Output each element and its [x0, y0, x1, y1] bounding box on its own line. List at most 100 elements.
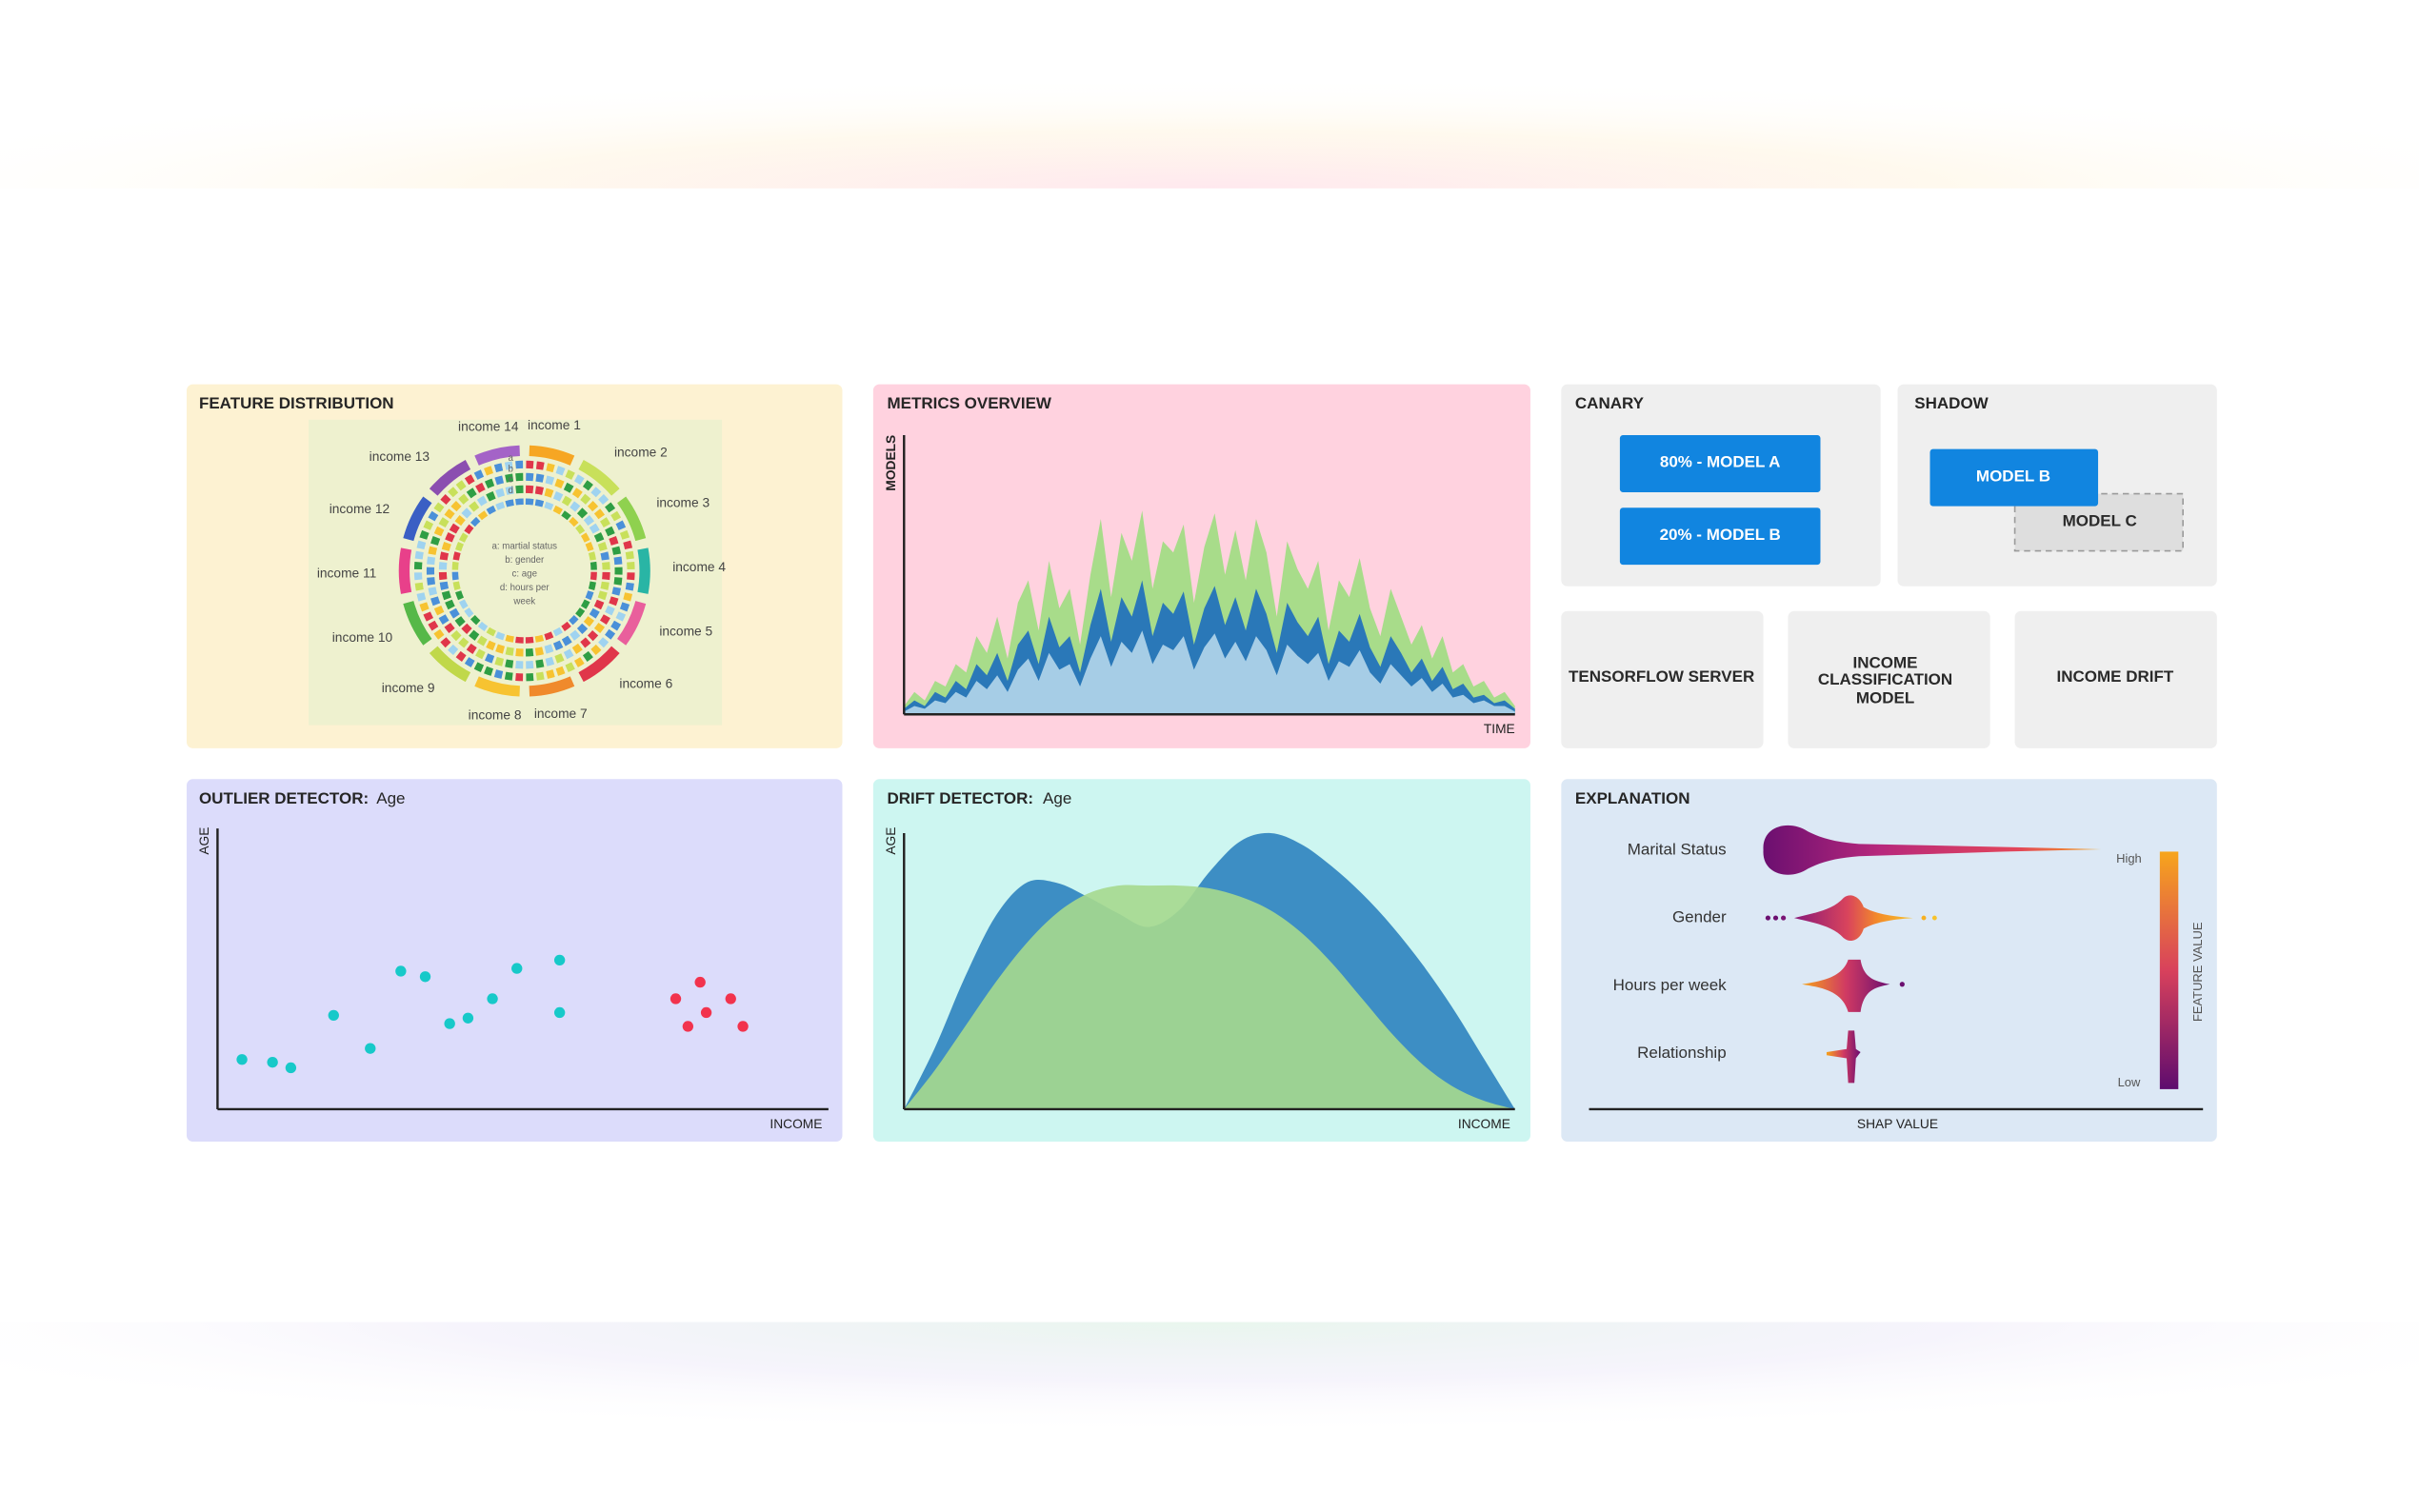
- ring-segment: [430, 596, 441, 607]
- segment-label: income 10: [332, 630, 393, 645]
- ring-segment: [525, 636, 534, 644]
- ring-segment: [534, 486, 544, 495]
- ring-segment: [580, 493, 591, 505]
- ring-segment: [535, 659, 545, 668]
- ring-segment: [455, 590, 464, 601]
- ring-segment: [599, 517, 610, 528]
- ring-segment: [593, 532, 605, 543]
- ring-segment: [484, 653, 495, 664]
- ring-segment: [611, 546, 622, 555]
- ring-segment: [476, 635, 488, 647]
- ring-segment: [475, 648, 486, 660]
- ring-segment: [454, 515, 466, 527]
- ring-segment: [587, 630, 599, 642]
- ring-segment: [552, 627, 563, 637]
- ring-segment: [573, 657, 585, 667]
- point: [725, 993, 736, 1005]
- ring-segment: [486, 491, 496, 502]
- ring-segment: [458, 599, 469, 609]
- swarm: [1793, 895, 1913, 942]
- bottom-glow: [0, 1322, 2419, 1512]
- legend-title: FEATURE VALUE: [2190, 922, 2205, 1022]
- ring-segment: [583, 616, 594, 627]
- ring-segment: [451, 571, 459, 581]
- ring-segment: [505, 473, 514, 483]
- ring-segment: [561, 510, 571, 521]
- ring-segment: [470, 614, 481, 626]
- ring-segment: [571, 487, 583, 499]
- ring-segment: [561, 621, 571, 632]
- route-button[interactable]: [1619, 435, 1821, 492]
- feature-label: Gender: [1672, 908, 1727, 926]
- legend-low: Low: [2118, 1075, 2141, 1089]
- ring-segment: [428, 620, 439, 631]
- ring-segment: [552, 640, 564, 651]
- ring-segment: [611, 587, 622, 596]
- ring-segment: [455, 650, 467, 662]
- segment-label: income 11: [317, 567, 376, 581]
- ring-segment: [600, 581, 610, 590]
- ring-segment: [461, 507, 472, 519]
- ring-segment: [552, 505, 563, 515]
- ring-segment: [616, 600, 647, 646]
- ring-segment: [458, 493, 470, 505]
- ring-segment: [589, 607, 600, 619]
- swarm-dot: [1921, 915, 1927, 921]
- ring-segment: [615, 520, 627, 530]
- ring-segment: [495, 501, 506, 510]
- ring-segment: [419, 529, 430, 540]
- ring-segment: [477, 510, 489, 521]
- route-button[interactable]: [1619, 507, 1821, 566]
- ring-segment: [597, 590, 608, 601]
- segment-label: income 9: [382, 681, 435, 695]
- ring-segment: [464, 657, 475, 667]
- ring-segment: [535, 461, 545, 470]
- swarm: [1826, 1030, 1861, 1084]
- panel-title: CANARY: [1575, 394, 1645, 412]
- button-label: 80% - MODEL A: [1660, 453, 1781, 471]
- ring-segment: [494, 475, 505, 486]
- ring-segment: [448, 644, 459, 656]
- primary-model[interactable]: [1929, 448, 2099, 507]
- center-legend: b: gender: [505, 555, 545, 566]
- ring-segment: [449, 607, 460, 619]
- ring-segment: [583, 515, 594, 527]
- ring-segment: [580, 637, 591, 648]
- ring-segment: [429, 646, 471, 683]
- ring-segment: [554, 653, 565, 664]
- ring-segment: [473, 469, 485, 480]
- ring-segment: [455, 480, 467, 491]
- ring-segment: [439, 581, 450, 590]
- ring-segment: [616, 496, 647, 542]
- x-axis-label: INCOME: [1458, 1117, 1510, 1131]
- feature-label: Hours per week: [1613, 976, 1728, 994]
- ring-segment: [474, 676, 521, 697]
- ring-segment: [593, 508, 606, 520]
- swarm-dot: [1772, 915, 1779, 921]
- ring-segment: [598, 493, 610, 506]
- component-label: INCOME DRIFT: [2056, 667, 2173, 686]
- ring-segment: [597, 541, 608, 551]
- swarm: [1763, 825, 2102, 875]
- ring-segment: [605, 502, 616, 513]
- y-axis-label: AGE: [197, 827, 211, 855]
- ring-segment: [464, 524, 474, 535]
- ring-segment: [452, 551, 461, 561]
- center-legend: d: hours per: [500, 583, 550, 593]
- ring-segment: [403, 600, 432, 646]
- point: [737, 1021, 749, 1032]
- ring-segment: [593, 622, 606, 634]
- ring-letter: d: [508, 486, 512, 496]
- ring-segment: [414, 550, 424, 560]
- ring-segment: [486, 640, 496, 651]
- ring-segment: [529, 676, 575, 697]
- x-axis-label: SHAP VALUE: [1857, 1117, 1938, 1131]
- ring-segment: [585, 542, 594, 552]
- ring-segment: [445, 599, 455, 610]
- ring-segment: [466, 643, 477, 654]
- ring-segment: [444, 508, 455, 520]
- ring-letter: c: [509, 475, 513, 486]
- point: [395, 965, 407, 977]
- ring-segment: [605, 628, 616, 640]
- ring-segment: [428, 587, 438, 596]
